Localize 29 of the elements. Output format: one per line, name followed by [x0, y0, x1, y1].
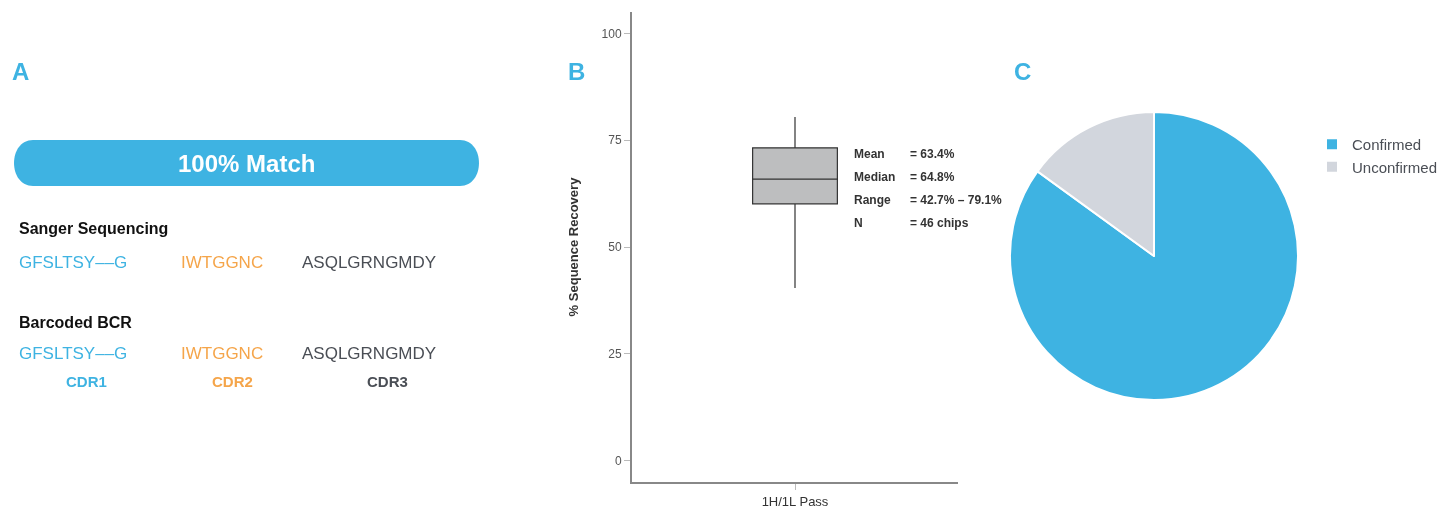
text: Barcoded BCR: [19, 314, 133, 331]
y-tick-label: 50: [608, 240, 622, 255]
text: CDR1: [66, 373, 107, 390]
text: IWTGGNC: [181, 344, 264, 363]
text: Mean = 63.4%: [854, 147, 955, 161]
text: B: [568, 58, 586, 85]
text: GFSLTSY––G: [19, 344, 128, 363]
pie-slice: [1009, 111, 1299, 401]
legend-label: Confirmed: [1352, 136, 1422, 154]
text: IWTGGNC: [181, 253, 264, 272]
x-tick-label: 1H/1L Pass: [761, 493, 829, 509]
text: ASQLGRNGMDY: [302, 253, 437, 272]
y-axis-title: % Sequence Recovery: [566, 176, 582, 317]
text: 100% Match: [178, 150, 316, 177]
text: Sanger Sequencing: [19, 220, 169, 237]
text: N = 46 chips: [854, 216, 969, 230]
y-tick-label: 100: [601, 26, 622, 41]
text: GFSLTSY––G: [19, 253, 128, 272]
y-tick-label: 75: [608, 133, 622, 148]
legend-label: Unconfirmed: [1352, 158, 1438, 176]
text: Median = 64.8%: [854, 170, 955, 184]
y-tick-label: 25: [608, 347, 622, 362]
text: A: [12, 58, 30, 85]
text: ASQLGRNGMDY: [302, 344, 437, 363]
text: CDR2: [212, 373, 253, 390]
chart-title: C: [1014, 58, 1032, 85]
y-tick-label: 0: [614, 453, 622, 468]
text: Range = 42.7% – 79.1%: [854, 193, 1002, 207]
text: CDR3: [367, 373, 408, 390]
